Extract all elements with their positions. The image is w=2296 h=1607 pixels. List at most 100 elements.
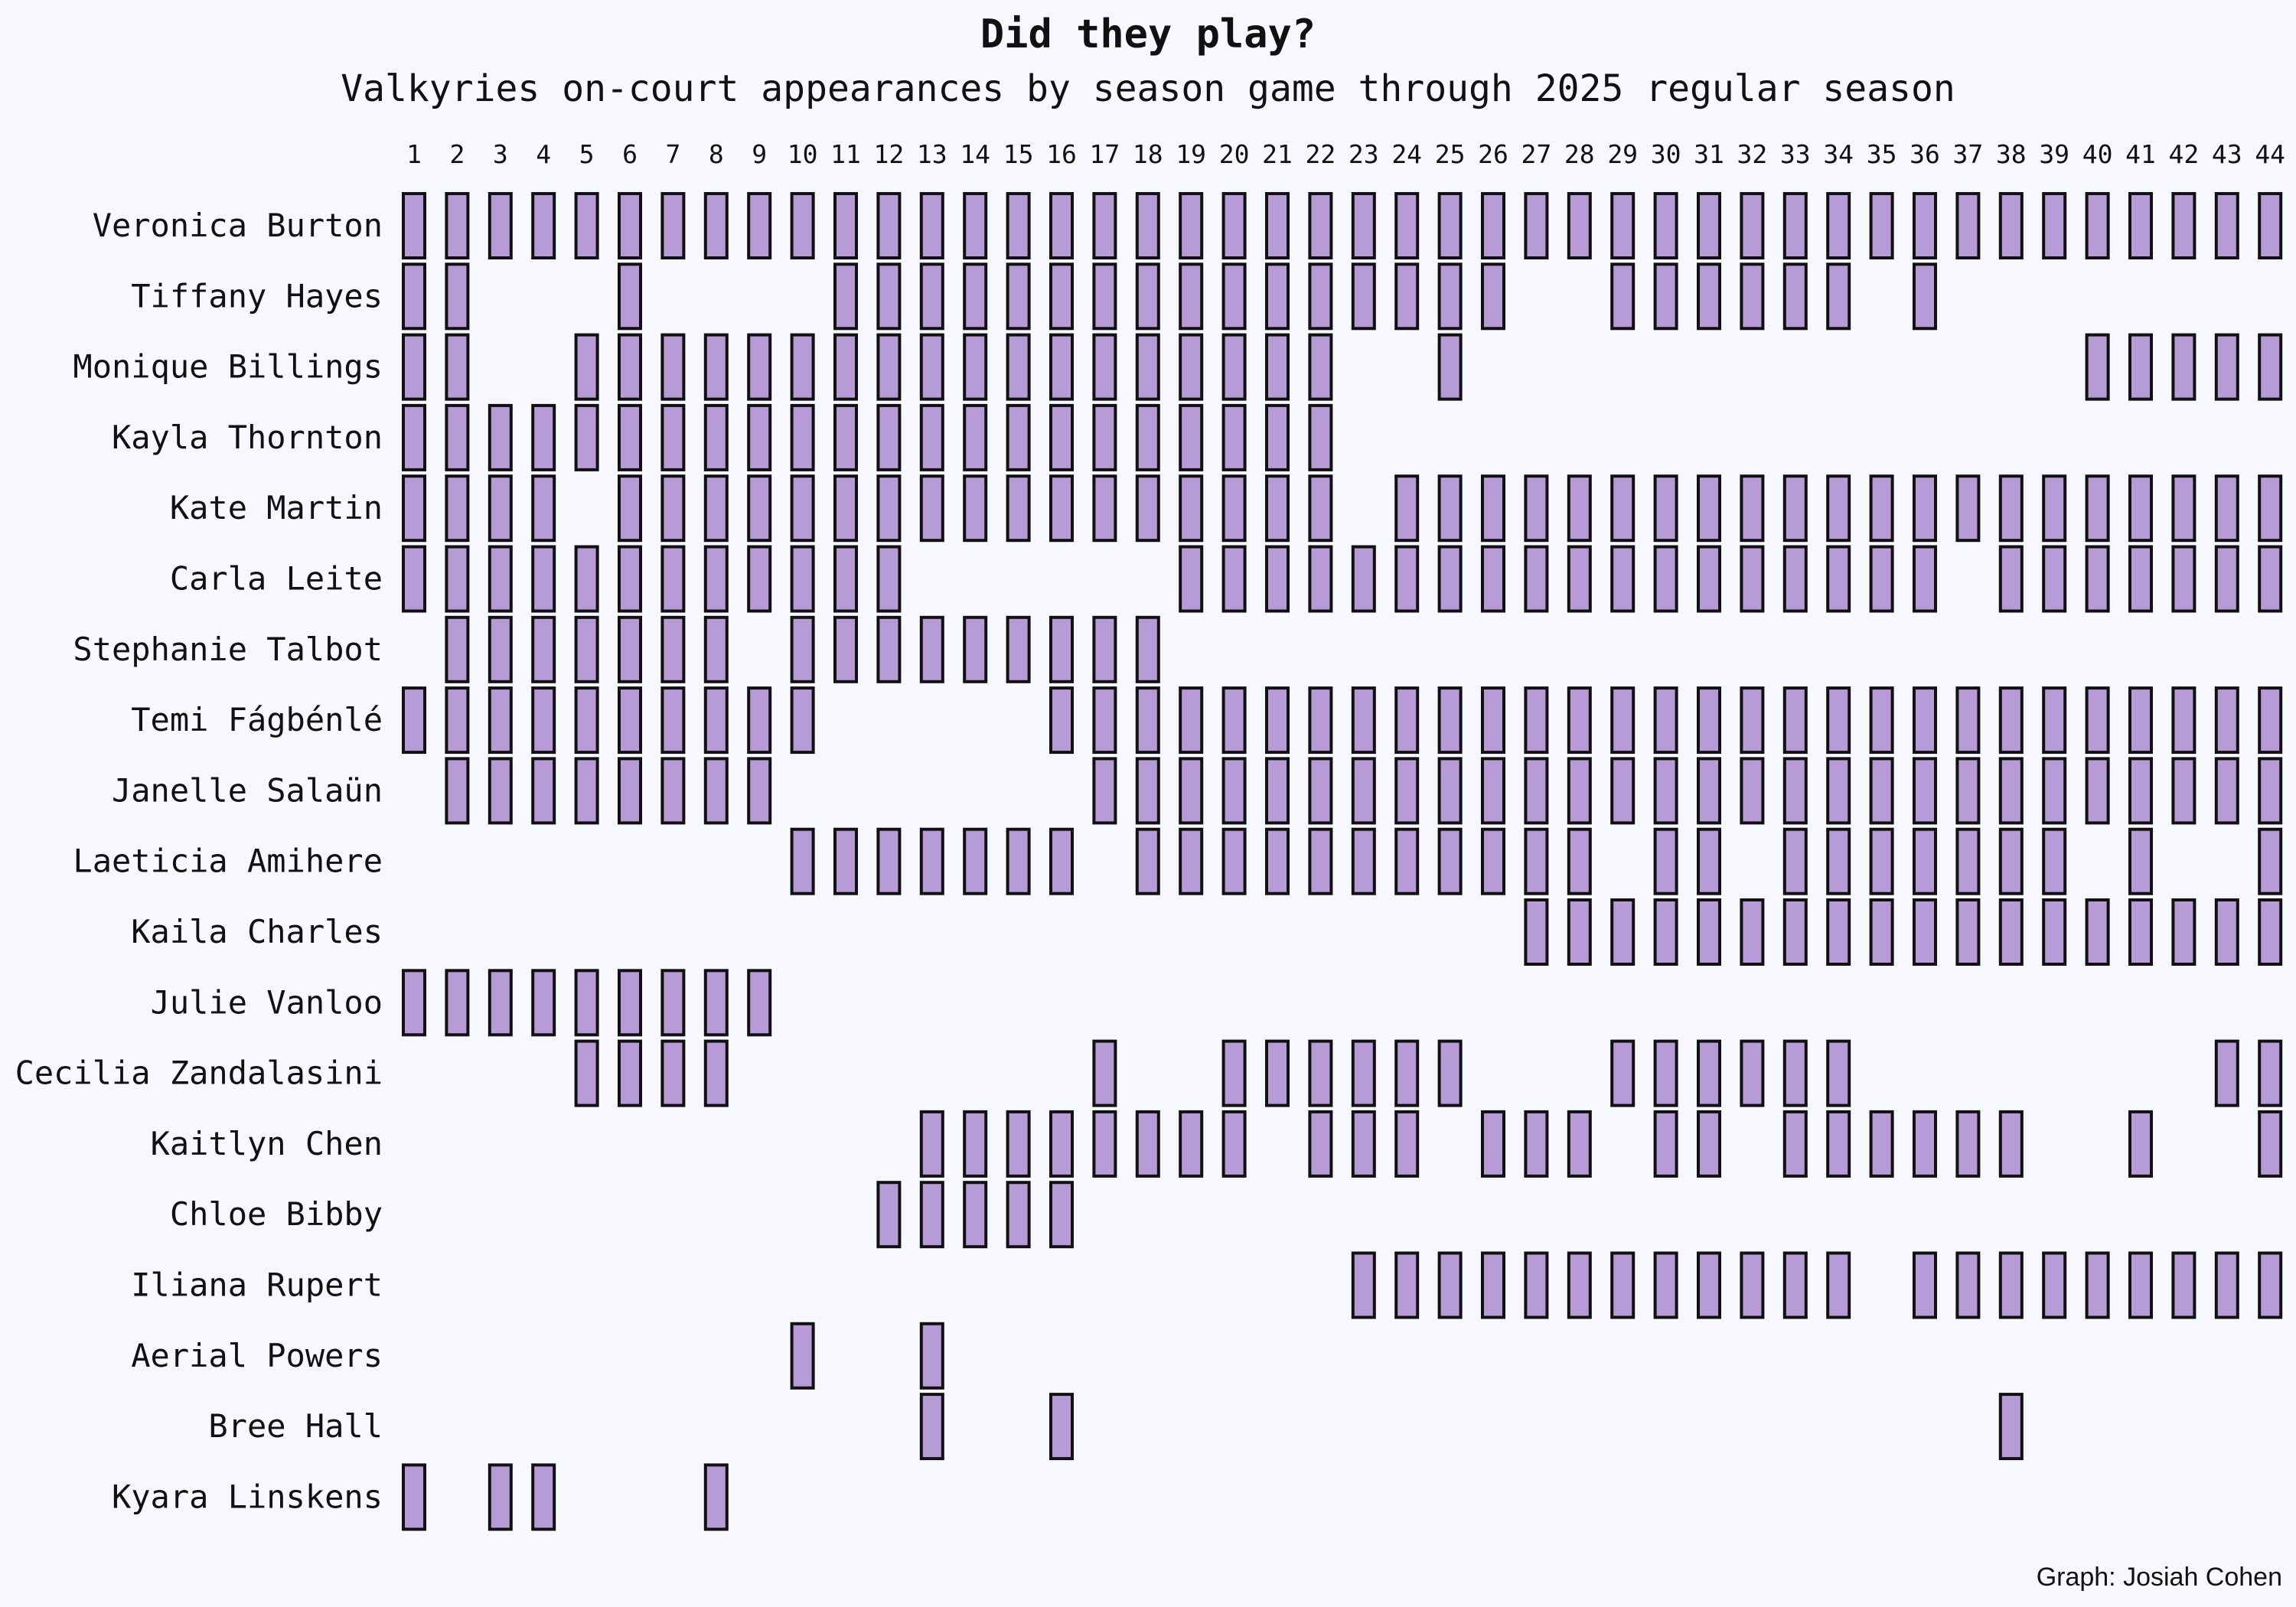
appearance-cells (402, 192, 2283, 1531)
appearance-cell (1567, 1110, 1592, 1178)
appearance-cell (574, 403, 599, 471)
game-tick-label: 20 (1219, 139, 1250, 169)
game-tick-label: 14 (960, 139, 990, 169)
appearance-cell (2042, 686, 2067, 755)
appearance-cell (963, 192, 988, 259)
appearance-cell (919, 262, 944, 331)
appearance-cell (919, 615, 944, 683)
appearance-cell (1653, 192, 1678, 259)
appearance-cell (1524, 898, 1549, 966)
appearance-cell (1869, 545, 1894, 613)
appearance-cell (1308, 545, 1333, 613)
appearance-cell (1437, 333, 1463, 401)
appearance-cell (1998, 757, 2024, 825)
game-tick-label: 16 (1046, 139, 1077, 169)
game-tick-label: 28 (1564, 139, 1595, 169)
appearance-cell (1049, 1110, 1074, 1178)
appearance-cell (660, 403, 686, 471)
appearance-cell (1567, 898, 1592, 966)
appearance-cell (2171, 545, 2197, 613)
appearance-cell (660, 474, 686, 543)
appearance-cell (531, 1463, 556, 1531)
appearance-cell (919, 1181, 944, 1249)
appearance-cell (1092, 615, 1117, 683)
appearance-cell (1049, 474, 1074, 543)
appearance-cell (2085, 192, 2110, 259)
appearance-cell (1826, 545, 1851, 613)
appearance-cell (2128, 333, 2153, 401)
appearance-cell (1265, 333, 1290, 401)
player-name-label: Temi Fágbénlé (131, 701, 383, 738)
appearance-cell (488, 615, 513, 683)
appearance-cell (1524, 827, 1549, 895)
player-name-label: Kate Martin (170, 489, 383, 526)
appearance-cell (660, 615, 686, 683)
appearance-cell (833, 262, 858, 331)
appearance-cell (1998, 1251, 2024, 1319)
appearance-cell (747, 192, 772, 259)
game-tick-label: 15 (1003, 139, 1034, 169)
appearance-cell (488, 192, 513, 259)
game-tick-label: 22 (1306, 139, 1336, 169)
appearance-cell (1782, 1039, 1808, 1107)
appearance-cell (1998, 686, 2024, 755)
game-tick-label: 24 (1391, 139, 1422, 169)
appearance-cell (1955, 1110, 1981, 1178)
appearance-cell (833, 615, 858, 683)
appearance-cell (1697, 1110, 1721, 1178)
appearance-cell (703, 615, 729, 683)
appearance-cell (1221, 333, 1247, 401)
appearance-cell (402, 403, 426, 471)
appearance-cell (618, 192, 642, 259)
player-name-label: Cecilia Zandalasini (15, 1054, 383, 1092)
appearance-cell (919, 1393, 944, 1461)
appearance-cell (2214, 757, 2239, 825)
appearance-cell (2171, 686, 2197, 755)
appearance-cell (1092, 262, 1117, 331)
appearance-cell (790, 615, 815, 683)
appearance-cell (660, 333, 686, 401)
appearance-cell (2128, 192, 2153, 259)
appearance-cell (2128, 1110, 2153, 1178)
game-tick-label: 32 (1737, 139, 1768, 169)
player-name-label: Tiffany Hayes (131, 277, 383, 315)
appearance-cell (1869, 1110, 1894, 1178)
appearance-cell (1610, 192, 1636, 259)
appearance-cell (747, 333, 772, 401)
appearance-cell (1524, 686, 1549, 755)
appearance-cell (1826, 262, 1851, 331)
appearance-cell (1394, 1251, 1420, 1319)
appearance-cell (660, 969, 686, 1037)
player-name-label: Kaila Charles (131, 913, 383, 950)
appearance-cell (1179, 262, 1204, 331)
appearance-cell (2042, 757, 2067, 825)
appearance-cell (1740, 262, 1765, 331)
appearance-cell (1394, 827, 1420, 895)
appearance-cell (488, 686, 513, 755)
appearance-cell (833, 192, 858, 259)
appearance-cell (1913, 686, 1937, 755)
appearance-cell (1697, 474, 1721, 543)
appearance-cell (1437, 1251, 1463, 1319)
appearance-cell (703, 192, 729, 259)
appearance-cell (1826, 192, 1851, 259)
appearance-cell (1869, 686, 1894, 755)
appearance-cell (1308, 827, 1333, 895)
game-tick-label: 35 (1867, 139, 1897, 169)
appearance-cell (790, 333, 815, 401)
game-tick-label: 27 (1521, 139, 1552, 169)
appearance-cell (1135, 262, 1160, 331)
appearance-cell (833, 474, 858, 543)
appearance-cell (2258, 1251, 2283, 1319)
appearance-cell (402, 1463, 426, 1531)
game-tick-label: 38 (1996, 139, 2027, 169)
appearance-cell (1955, 757, 1981, 825)
appearance-cell (1913, 545, 1937, 613)
appearance-cell (618, 403, 642, 471)
game-tick-label: 43 (2212, 139, 2242, 169)
appearance-cell (1049, 1181, 1074, 1249)
appearance-cell (1135, 615, 1160, 683)
appearance-cell (1826, 474, 1851, 543)
appearance-cell (790, 545, 815, 613)
appearance-cell (2042, 1251, 2067, 1319)
